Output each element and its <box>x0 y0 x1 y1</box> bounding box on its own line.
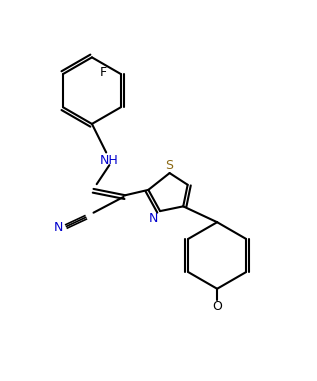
Text: F: F <box>100 66 107 79</box>
Text: N: N <box>149 211 158 224</box>
Text: NH: NH <box>100 154 119 167</box>
Text: N: N <box>54 221 63 234</box>
Text: O: O <box>212 300 222 313</box>
Text: S: S <box>165 158 174 171</box>
